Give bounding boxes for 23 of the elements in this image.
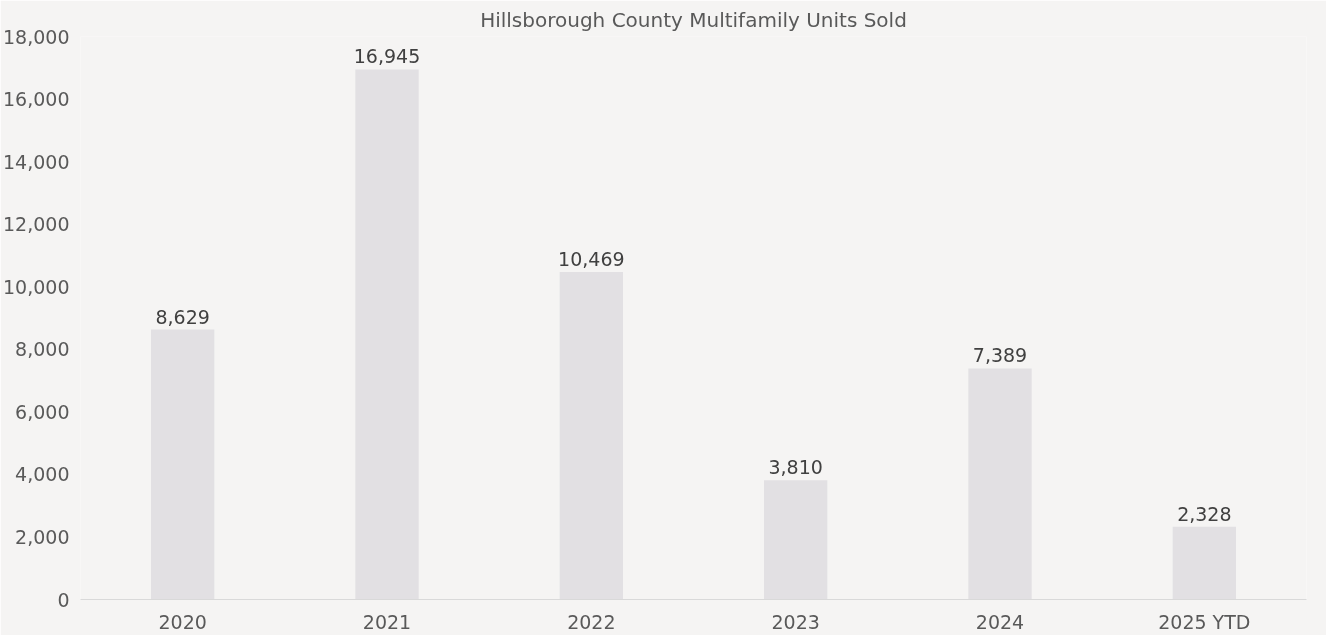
x-tick-label: 2022 [567, 610, 616, 633]
x-tick-label: 2020 [158, 610, 207, 633]
y-tick-label: 4,000 [15, 463, 70, 486]
y-tick-label: 0 [57, 588, 70, 611]
x-tick-label: 2024 [975, 610, 1025, 633]
y-tick-label: 18,000 [3, 25, 70, 48]
chart-title: Hillsborough County Multifamily Units Sold [480, 7, 907, 32]
x-tick-label: 2023 [771, 610, 820, 633]
data-label: 8,629 [155, 305, 210, 328]
y-tick-label: 12,000 [3, 213, 70, 236]
y-tick-label: 14,000 [3, 150, 70, 173]
y-tick-label: 6,000 [15, 400, 70, 423]
data-label: 16,945 [353, 45, 421, 68]
x-tick-label: 2021 [362, 610, 412, 633]
data-label: 2,328 [1177, 502, 1232, 525]
y-tick-label: 8,000 [15, 338, 70, 361]
y-tick-label: 10,000 [3, 275, 70, 298]
y-tick-label: 16,000 [3, 88, 70, 111]
data-label: 7,389 [972, 344, 1028, 367]
data-label: 3,810 [768, 456, 823, 479]
x-tick-label: 2025 YTD [1158, 610, 1251, 633]
data-label: 10,469 [558, 248, 625, 271]
y-tick-label: 2,000 [15, 525, 70, 548]
